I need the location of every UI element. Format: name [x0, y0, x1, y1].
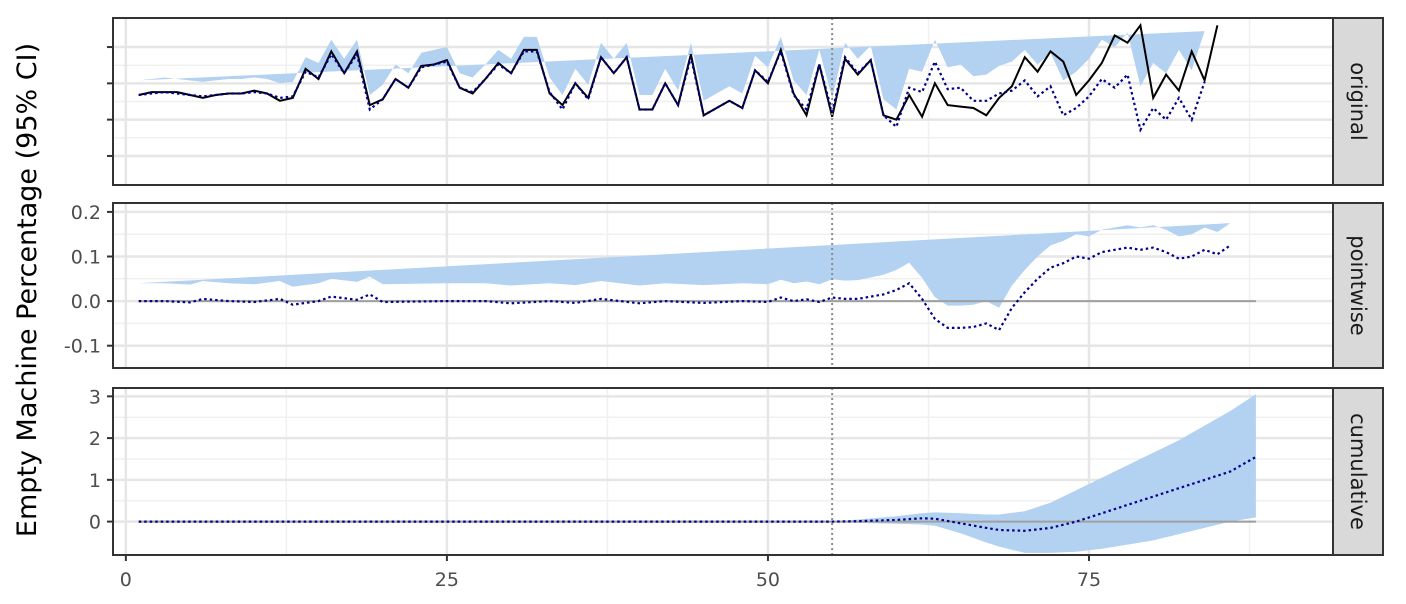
confidence-band: [138, 223, 1231, 308]
y-tick-label: 0.1: [71, 247, 101, 269]
facet-strip: [1332, 387, 1384, 556]
facet-strip-label: original: [1346, 62, 1370, 141]
y-tick-label: 0.2: [71, 202, 101, 224]
panel-cumulative: 0 1 2 3 cumulative: [89, 386, 1384, 556]
x-axis: 0 25 50 75: [120, 555, 1101, 591]
x-tick-label: 25: [435, 569, 459, 591]
facet-strip-label: cumulative: [1346, 413, 1370, 530]
x-tick-label: 75: [1077, 569, 1101, 591]
confidence-band: [138, 394, 1256, 553]
facet-strip: [1332, 17, 1384, 186]
y-tick-label: 0: [89, 512, 101, 534]
y-tick-label: 3: [89, 386, 101, 408]
prediction-series-line: [138, 455, 1257, 532]
confidence-band: [138, 31, 1205, 110]
panel-pointwise: -0.1 0.0 0.1 0.2 pointwise: [64, 202, 1384, 369]
y-axis-title: Empty Machine Percentage (95% CI): [12, 43, 43, 537]
panel-background: [113, 203, 1333, 368]
y-tick-label: 0.0: [71, 291, 101, 313]
facet-strip: [1332, 202, 1384, 369]
x-tick-label: 0: [120, 569, 132, 591]
y-tick-label: -0.1: [64, 336, 101, 358]
y-tick-label: 1: [89, 470, 101, 492]
x-tick-label: 50: [756, 569, 780, 591]
prediction-series-line: [138, 244, 1231, 332]
y-tick-label: 2: [89, 428, 101, 450]
panel-original: original: [107, 17, 1384, 186]
facet-strip-label: pointwise: [1346, 235, 1370, 335]
panels: original -0.1 0.0 0.1 0.2 pointwise 0 1 2 3 cumula…: [64, 17, 1384, 556]
prediction-series-line: [138, 48, 1206, 133]
